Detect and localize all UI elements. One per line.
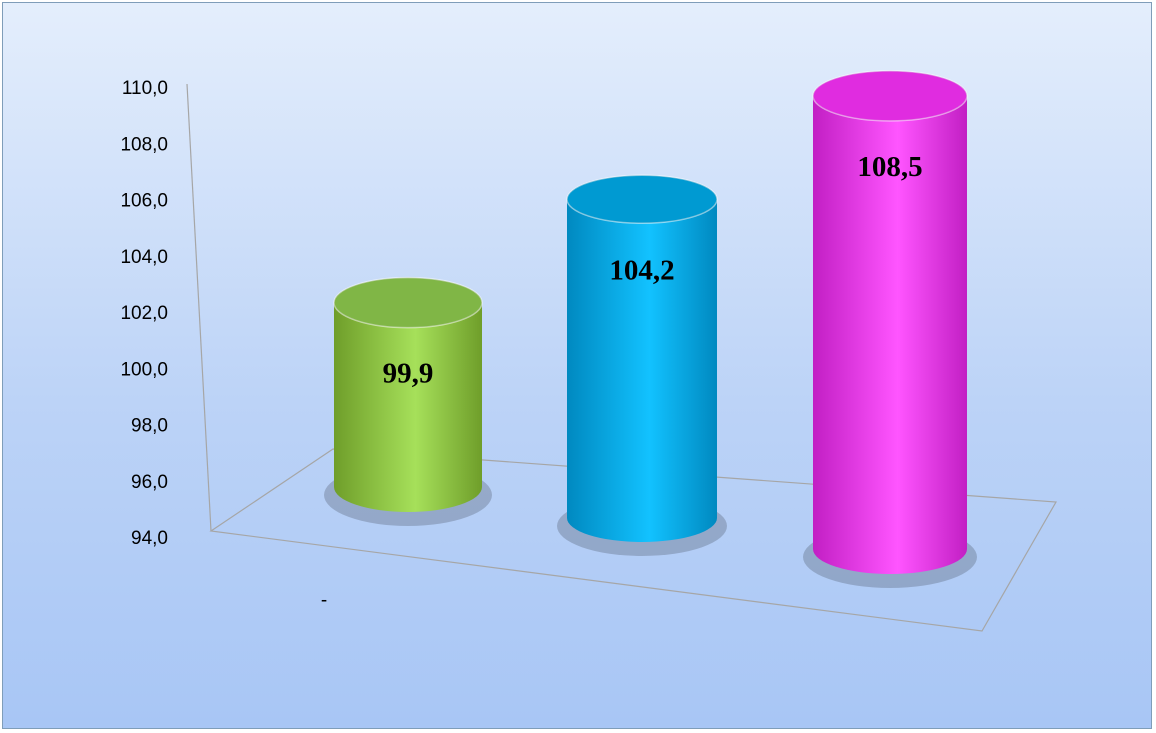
- cylinder-top: [812, 70, 968, 122]
- y-tick-label: 96,0: [131, 472, 168, 493]
- cylinders: 99,9 104,2 108,5: [324, 70, 977, 588]
- floor-plane: [209, 448, 1057, 632]
- y-tick-label: 108,0: [120, 134, 168, 155]
- cylinder-top-shade: [813, 70, 967, 121]
- cylinder-top-shade: [334, 277, 482, 328]
- y-tick-label: 100,0: [120, 359, 168, 380]
- cylinder-body: [813, 95, 967, 574]
- cylinder-top: [566, 174, 718, 224]
- x-category-label: -: [321, 590, 327, 611]
- data-label: 108,5: [857, 151, 922, 183]
- y-tick-label: 104,0: [120, 247, 168, 268]
- cylinder-body: [334, 302, 482, 512]
- data-label: 104,2: [609, 254, 674, 286]
- cylinder-body: [567, 199, 717, 542]
- y-tick-label: 94,0: [131, 528, 168, 549]
- cylinder-bar: 99,9: [324, 276, 492, 526]
- cylinder-top-shade: [567, 175, 717, 224]
- y-tick-label: 110,0: [122, 78, 168, 99]
- y-tick-labels: 94,0 96,0 98,0 100,0 102,0 104,0 106,0 108,0 110…: [120, 78, 168, 549]
- y-tick-label: 106,0: [120, 191, 168, 212]
- y-tick-label: 98,0: [131, 416, 168, 437]
- cylinder-bar: 108,5: [803, 70, 977, 588]
- cylinder-bar: 104,2: [557, 174, 727, 556]
- cylinder-top: [333, 276, 483, 329]
- y-axis-line: [186, 83, 212, 532]
- data-label: 99,9: [383, 358, 434, 390]
- y-tick-label: 102,0: [120, 303, 168, 324]
